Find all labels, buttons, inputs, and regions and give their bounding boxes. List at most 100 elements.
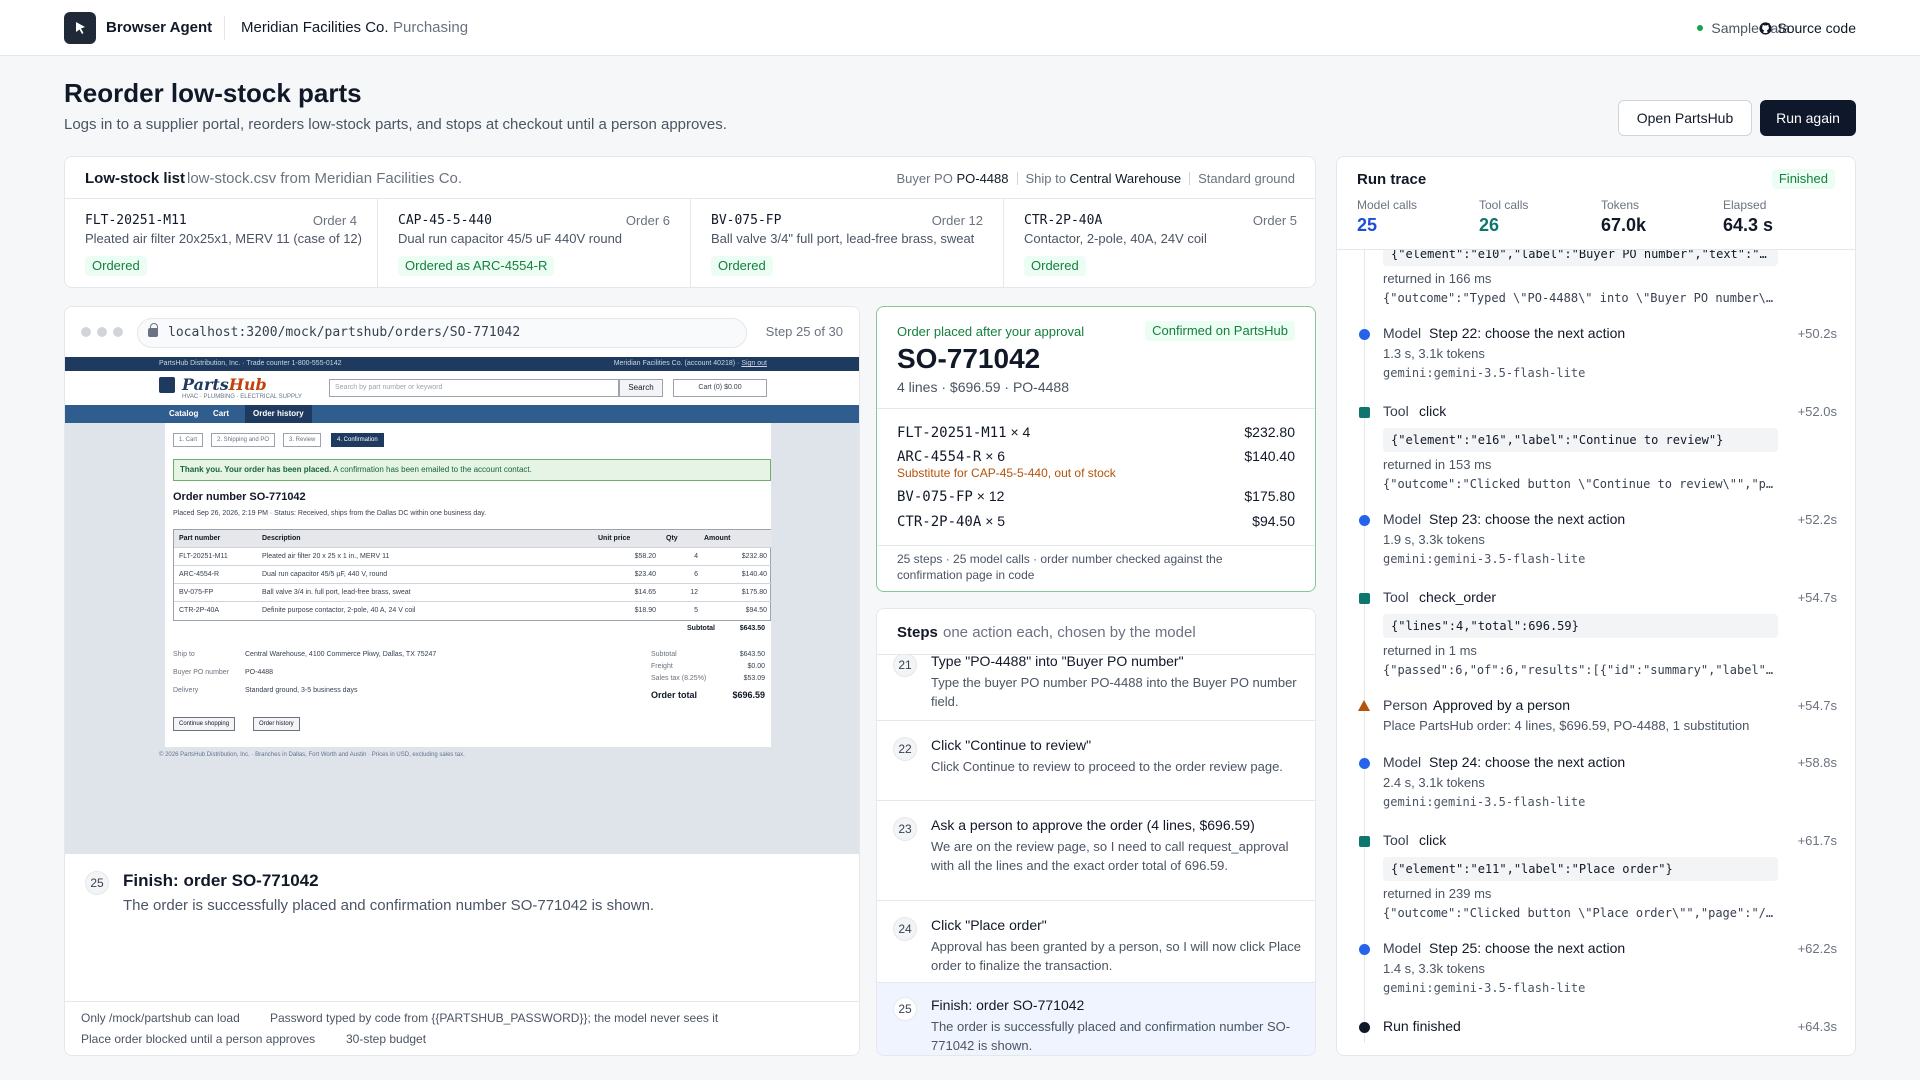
site-header: PartsHub HVAC · PLUMBING · ELECTRICAL SU… [65,371,859,405]
site-continue-button[interactable]: Continue shopping [173,717,236,731]
order-result-panel: Order placed after your approval Confirm… [876,306,1316,592]
app-logo[interactable] [64,12,96,44]
window-dot-icon [97,327,107,337]
part-card: CTR-2P-40A Order 5 Contactor, 2-pole, 40… [1004,199,1315,287]
line-amount: $140.40 [1244,448,1295,464]
event-stats: 1.9 s, 3.3k tokens [1383,532,1485,547]
site-logo[interactable]: PartsHub [182,375,267,394]
site-order-table: Part number Description Unit price Qty A… [173,529,772,621]
checkout-step: 3. Review [283,433,322,447]
site-sum-label: Sales tax (8.25%) [651,675,707,682]
event-kind: Tool [1383,403,1409,419]
steps-subtitle: one action each, chosen by the model [943,624,1196,641]
event-name[interactable]: click [1419,832,1447,848]
table-row: CTR-2P-40A Definite purpose contactor, 2… [174,602,772,620]
site-search-button[interactable]: Search [619,379,663,397]
guardrail: Only /mock/partshub can load [81,1011,240,1025]
divider [1337,249,1855,250]
cell: 4 [694,553,698,560]
line-qty: × 4 [1010,424,1031,440]
step-item[interactable]: 25 Finish: order SO-771042 The order is … [877,983,1315,1055]
site-subtotal: $643.50 [739,625,765,632]
part-number: FLT-20251-M11 [85,213,187,228]
event-time: +58.8s [1797,755,1837,770]
dept-name: Purchasing [393,19,469,36]
table-row: ARC-4554-R Dual run capacitor 45/5 µF, 4… [174,566,772,584]
site-footer: © 2026 PartsHub Distribution, Inc. · Bra… [159,752,465,758]
step-number: 22 [893,737,917,761]
event-name[interactable]: Step 24: choose the next action [1429,754,1626,770]
site-signout-link[interactable]: Sign out [741,360,767,367]
run-again-button[interactable]: Run again [1760,100,1856,136]
event-name[interactable]: Approved by a person [1433,697,1570,713]
stat-label: Elapsed [1723,198,1767,212]
site-history-button[interactable]: Order history [253,717,300,731]
cell: BV-075-FP [179,589,214,596]
source-code-link[interactable]: Source code [1759,20,1856,36]
stat-label: Model calls [1357,198,1418,212]
event-name[interactable]: click [1419,403,1447,419]
line-part: ARC-4554-R [897,449,982,465]
cell: FLT-20251-M11 [179,553,228,560]
open-partshub-button[interactable]: Open PartsHub [1618,100,1752,136]
model-marker-icon [1359,329,1370,340]
event-time: +52.0s [1797,404,1837,419]
cell: Pleated air filter 20 x 25 x 1 in., MERV… [262,553,390,560]
step-item[interactable]: 24 Click "Place order" Approval has been… [877,901,1315,983]
order-number: SO-771042 [897,343,1041,374]
site-logo-a: Parts [182,375,229,394]
table-row: BV-075-FP Ball valve 3/4 in. full port, … [174,584,772,602]
event-name[interactable]: Step 22: choose the next action [1429,325,1626,341]
site-placed-line: Placed Sep 26, 2026, 2:19 PM · Status: R… [173,510,487,517]
step-title: Ask a person to approve the order (4 lin… [931,817,1255,833]
guardrail: 30-step budget [346,1032,427,1046]
step-title: Finish: order SO-771042 [931,997,1085,1013]
site-sum-value: $0.00 [747,663,765,670]
step-item[interactable]: 22 Click "Continue to review" Click Cont… [877,721,1315,801]
event-stats: 1.4 s, 3.3k tokens [1383,961,1485,976]
status-badge: Ordered [1024,256,1086,276]
low-stock-panel: Low-stock list low-stock.csv from Meridi… [64,156,1316,288]
part-order-qty: Order 4 [312,213,357,228]
site-cart-button[interactable]: Cart (0) $0.00 [673,379,767,397]
event-time: +52.2s [1797,512,1837,527]
trace-title: Run trace [1357,171,1427,188]
site-search-input[interactable]: Search by part number or keyword [329,379,619,397]
step-item[interactable]: 21 Type "PO-4488" into "Buyer PO number"… [877,641,1315,721]
site-subtotal-label: Subtotal [687,625,715,632]
event-name[interactable]: check_order [1419,589,1497,605]
browser-guardrails: Only /mock/partshub can load Password ty… [65,1001,859,1055]
step-title: Type "PO-4488" into "Buyer PO number" [931,653,1184,669]
po-value: PO-4488 [956,171,1009,186]
tool-output: {"outcome":"Clicked button \"Place order… [1383,906,1774,920]
current-step-desc: The order is successfully placed and con… [123,897,655,914]
site-nav-catalog[interactable]: Catalog [169,409,199,418]
tool-args: {"element":"e16","label":"Continue to re… [1383,428,1778,452]
status-badge: Ordered [711,256,773,276]
event-name[interactable]: Step 23: choose the next action [1429,511,1626,527]
address-bar[interactable]: localhost:3200/mock/partshub/orders/SO-7… [137,318,747,348]
site-nav-cart[interactable]: Cart [213,409,230,418]
site-nav: Catalog Cart Order history [65,405,859,423]
stat-tool-calls: 26 [1479,215,1500,235]
cell: 5 [694,607,698,614]
site-nav-order-history[interactable]: Order history [245,405,312,423]
model-marker-icon [1359,944,1370,955]
tool-duration: returned in 1 ms [1383,643,1477,658]
divider [1016,172,1018,185]
line-amount: $175.80 [1244,488,1295,504]
event-kind: Model [1383,754,1422,770]
site-order-page: 1. Cart 2. Shipping and PO 3. Review 4. … [165,423,772,747]
checkout-step: 1. Cart [173,433,204,447]
cell: ARC-4554-R [179,571,220,578]
steps-panel: Steps one action each, chosen by the mod… [876,608,1316,1056]
event-name: Run finished [1383,1018,1461,1034]
line-qty: × 6 [985,448,1006,464]
step-item[interactable]: 23 Ask a person to approve the order (4 … [877,801,1315,901]
event-model: gemini:gemini-3.5-flash-lite [1383,795,1586,809]
event-name[interactable]: Step 25: choose the next action [1429,940,1626,956]
col-header: Unit price [598,535,631,542]
tool-marker-icon [1359,593,1370,604]
line-part: CTR-2P-40A [897,514,982,530]
event-kind: Model [1383,325,1422,341]
